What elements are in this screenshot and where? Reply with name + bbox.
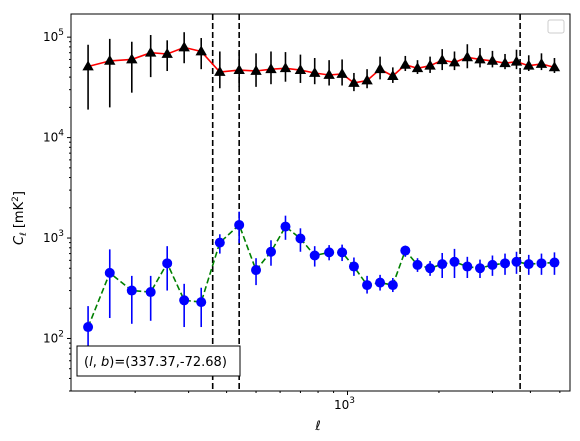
series-0-point xyxy=(510,55,523,66)
series-1-point xyxy=(162,258,173,269)
series-1-point xyxy=(412,259,423,270)
series-1-point xyxy=(234,219,245,230)
series-0-point xyxy=(336,67,348,78)
series-1-point xyxy=(500,258,511,269)
y-tick-label: 104 xyxy=(43,129,64,145)
series-1-point xyxy=(475,263,486,274)
series-0-point xyxy=(323,68,335,79)
series-1-point xyxy=(511,256,522,267)
series-1-point xyxy=(337,247,348,258)
series-1-point xyxy=(523,259,534,270)
series-0-point xyxy=(126,53,138,64)
series-0-point xyxy=(424,59,436,70)
x-tick-label: 103 xyxy=(334,396,355,412)
series-1-point xyxy=(179,295,190,306)
y-tick-label: 103 xyxy=(43,229,64,245)
y-tick-label: 102 xyxy=(43,329,64,345)
series-0-point xyxy=(214,65,226,76)
annotation-label: , (l, b)=(337.37,-72.68) xyxy=(84,355,227,370)
series-0-point xyxy=(474,53,486,64)
series-1-line xyxy=(87,223,555,328)
series-1-point xyxy=(425,263,436,274)
series-1-point xyxy=(549,257,560,268)
series-0-point xyxy=(486,54,499,65)
series-0-point xyxy=(104,54,116,65)
series-0-point xyxy=(279,62,292,73)
series-1-point xyxy=(251,265,262,276)
series-0-point xyxy=(195,45,207,56)
series-0-point xyxy=(294,64,307,74)
annotation-box: , (l, b)=(337.37,-72.68) xyxy=(76,345,241,377)
series-0-point xyxy=(309,66,321,77)
series-0-point xyxy=(348,76,360,87)
series-1-point xyxy=(83,322,94,333)
series-1-point xyxy=(145,287,156,298)
series-0-point xyxy=(399,58,412,69)
series-1-point xyxy=(196,297,207,308)
series-1-point xyxy=(214,237,225,248)
y-tick-label: 105 xyxy=(43,28,64,44)
series-0-point xyxy=(411,62,424,73)
series-1-point xyxy=(387,280,398,291)
series-1-point xyxy=(104,267,115,278)
series-1-point xyxy=(449,256,460,267)
plot-area xyxy=(82,14,561,391)
series-1-point xyxy=(265,246,276,257)
series-0-point xyxy=(178,41,190,52)
series-0-point xyxy=(436,54,448,65)
series-0-point xyxy=(448,56,461,67)
series-0-point xyxy=(461,51,474,62)
series-1-point xyxy=(126,285,137,296)
axes-frame xyxy=(70,13,571,392)
series-1-point xyxy=(536,258,547,269)
series-0-point xyxy=(523,59,535,70)
series-1-point xyxy=(375,277,386,288)
series-0-point xyxy=(233,64,245,74)
y-axis-label: Cℓ[mK2] xyxy=(11,191,29,245)
series-1-point xyxy=(324,247,335,258)
series-0-point xyxy=(499,57,511,68)
series-1-point xyxy=(295,233,306,244)
series-0-point xyxy=(161,47,173,58)
series-0-point xyxy=(144,46,157,57)
series-1-point xyxy=(362,280,373,291)
series-0-point xyxy=(265,63,277,74)
series-0-point xyxy=(361,74,373,85)
series-1-point xyxy=(462,261,473,272)
series-1-point xyxy=(437,259,448,270)
legend-box xyxy=(547,19,565,34)
axis-ticks: 102 103 104 105 103 xyxy=(43,28,561,412)
series-1-point xyxy=(280,221,291,232)
series-1-point xyxy=(309,250,320,261)
series-0-point xyxy=(387,70,399,80)
x-axis-label: ℓ xyxy=(314,419,320,434)
series-0-point xyxy=(250,65,262,75)
series-0-point xyxy=(82,60,94,71)
series-1-point xyxy=(487,259,498,270)
series-0-point xyxy=(548,61,561,72)
series-0-line xyxy=(87,46,555,84)
series-0-point xyxy=(535,58,548,68)
series-0-point xyxy=(374,63,386,74)
series-1-point xyxy=(400,245,411,256)
series-1-point xyxy=(348,261,359,272)
